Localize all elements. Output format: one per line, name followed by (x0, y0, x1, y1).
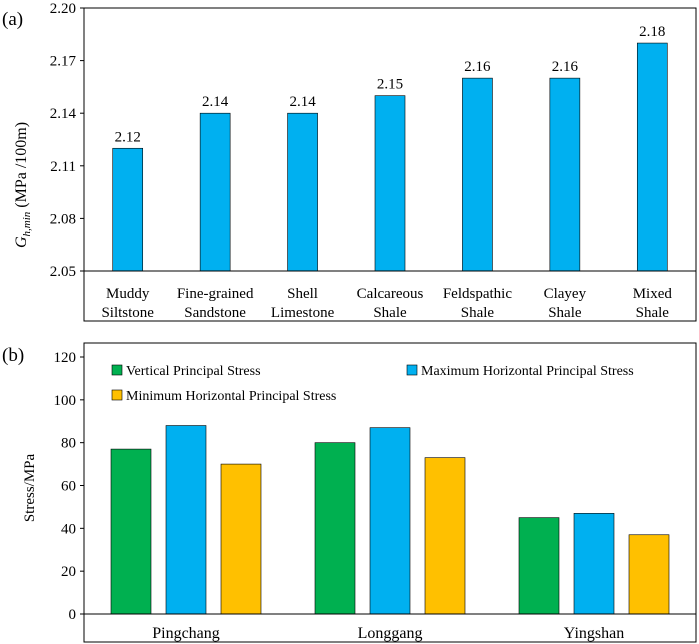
panel-a-bars (112, 42, 668, 272)
panel-a-label: (a) (2, 9, 23, 30)
panel-b-category-label: Pingchang (152, 625, 220, 642)
panel-a-value-label: 2.16 (464, 59, 491, 75)
panel-b-y-tick-label: 80 (61, 436, 76, 452)
panel-a-y-tick-label: 2.11 (50, 159, 76, 175)
panel-a-y-tick-label: 2.05 (50, 264, 76, 280)
panel-b-y-tick-label: 100 (54, 393, 77, 409)
legend-label-vertical: Vertical Principal Stress (126, 364, 261, 379)
panel-b: (b) Stress/MPa 0 20 40 60 80 100 120 Pingchang… (2, 342, 697, 643)
panel-a-category-label: Feldspathic (443, 286, 512, 302)
panel-b-legend: Vertical Principal Stress Maximum Horizo… (111, 364, 634, 404)
panel-b-category-label: Yingshan (564, 625, 624, 642)
panel-b-bar (573, 513, 615, 615)
panel-a-category-label: Siltstone (101, 305, 154, 321)
panel-b-y-axis-ticks: 0 20 40 60 80 100 120 (54, 350, 84, 623)
panel-a-bar (374, 95, 406, 272)
panel-a-value-labels: 2.12 2.14 2.14 2.15 2.16 2.16 2.18 (115, 24, 666, 145)
panel-a-y-tick-label: 2.20 (50, 1, 76, 17)
panel-b-label: (b) (2, 345, 24, 366)
legend-swatch-max-horizontal (406, 364, 418, 376)
legend-swatch-min-horizontal (111, 389, 123, 401)
panel-a-bar (287, 112, 318, 272)
panel-a-bar (636, 42, 668, 272)
panel-b-ylabel: Stress/MPa (22, 453, 38, 522)
panel-a-y-tick-label: 2.17 (50, 54, 77, 70)
panel-a: (a) Gh,min (MPa /100m) 2.052.082.112.142… (2, 1, 697, 322)
panel-a-bar (462, 77, 493, 272)
panel-a-category-label: Shale (548, 305, 582, 321)
panel-a-value-label: 2.18 (639, 24, 665, 40)
panel-a-ylabel-sub: h,min (21, 211, 33, 236)
panel-a-value-label: 2.12 (115, 129, 141, 145)
panel-a-category-label: Sandstone (184, 305, 246, 321)
panel-a-value-label: 2.16 (552, 59, 579, 75)
panel-a-category-label: Calcareous (357, 286, 424, 302)
panel-b-y-tick-label: 60 (61, 479, 76, 495)
panel-b-y-tick-label: 120 (54, 350, 77, 366)
panel-a-value-label: 2.15 (377, 77, 403, 93)
panel-a-bar (199, 112, 231, 272)
legend-item-max-horizontal: Maximum Horizontal Principal Stress (406, 364, 634, 379)
panel-b-y-tick-label: 20 (61, 564, 76, 580)
panel-b-bar (314, 442, 356, 615)
panel-a-category-label: Muddy (106, 286, 150, 302)
panel-b-category-label: Longgang (358, 625, 423, 642)
panel-a-y-tick-label: 2.14 (50, 106, 77, 122)
panel-b-bar (369, 427, 411, 615)
panel-a-ylabel-unit: (MPa /100m) (13, 122, 30, 212)
panel-b-y-tick-label: 0 (69, 607, 77, 623)
panel-b-y-tick-label: 40 (61, 521, 76, 537)
panel-a-y-axis-ticks: 2.05 2.08 2.11 2.14 2.17 2.20 (50, 1, 84, 280)
panel-a-category-label: Clayey (544, 286, 587, 302)
legend-label-min-horizontal: Minimum Horizontal Principal Stress (126, 389, 336, 404)
panel-b-bar (165, 425, 207, 615)
legend-label-max-horizontal: Maximum Horizontal Principal Stress (421, 364, 634, 379)
panel-b-bar (220, 463, 262, 615)
panel-a-value-label: 2.14 (202, 94, 229, 110)
panel-a-ylabel-main: G (13, 236, 30, 248)
panel-a-category-label: Shale (636, 305, 670, 321)
panel-b-bar (424, 457, 466, 615)
panel-a-category-label: Fine-grained (177, 286, 254, 302)
panel-a-ylabel: Gh,min (MPa /100m) (13, 122, 33, 248)
panel-a-category-label: Shell (287, 286, 318, 302)
panel-a-bar (112, 147, 144, 272)
legend-swatch-vertical (111, 364, 123, 376)
panel-a-bar (549, 77, 581, 272)
panel-a-x-axis-labels: Muddy Siltstone Fine-grained Sandstone Shell… (101, 286, 672, 321)
panel-a-y-tick-label: 2.08 (50, 211, 76, 227)
panel-b-bars (110, 425, 670, 615)
panel-a-value-label: 2.14 (289, 94, 316, 110)
panel-b-bar (110, 448, 152, 615)
panel-a-category-label: Mixed (633, 286, 673, 302)
panel-a-category-label: Shale (373, 305, 407, 321)
panel-b-bar (518, 517, 560, 615)
legend-item-vertical: Vertical Principal Stress (111, 364, 261, 379)
panel-a-category-label: Shale (461, 305, 495, 321)
legend-item-min-horizontal: Minimum Horizontal Principal Stress (111, 389, 336, 404)
panel-b-x-axis-labels: Pingchang Longgang Yingshan (152, 625, 624, 642)
panel-b-bar (628, 534, 670, 615)
panel-a-category-label: Limestone (271, 305, 335, 321)
